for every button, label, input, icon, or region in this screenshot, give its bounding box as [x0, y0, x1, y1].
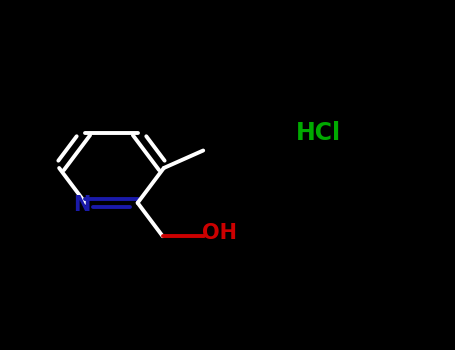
Text: OH: OH: [202, 223, 237, 243]
Text: N: N: [73, 195, 91, 215]
Text: HCl: HCl: [296, 121, 341, 145]
